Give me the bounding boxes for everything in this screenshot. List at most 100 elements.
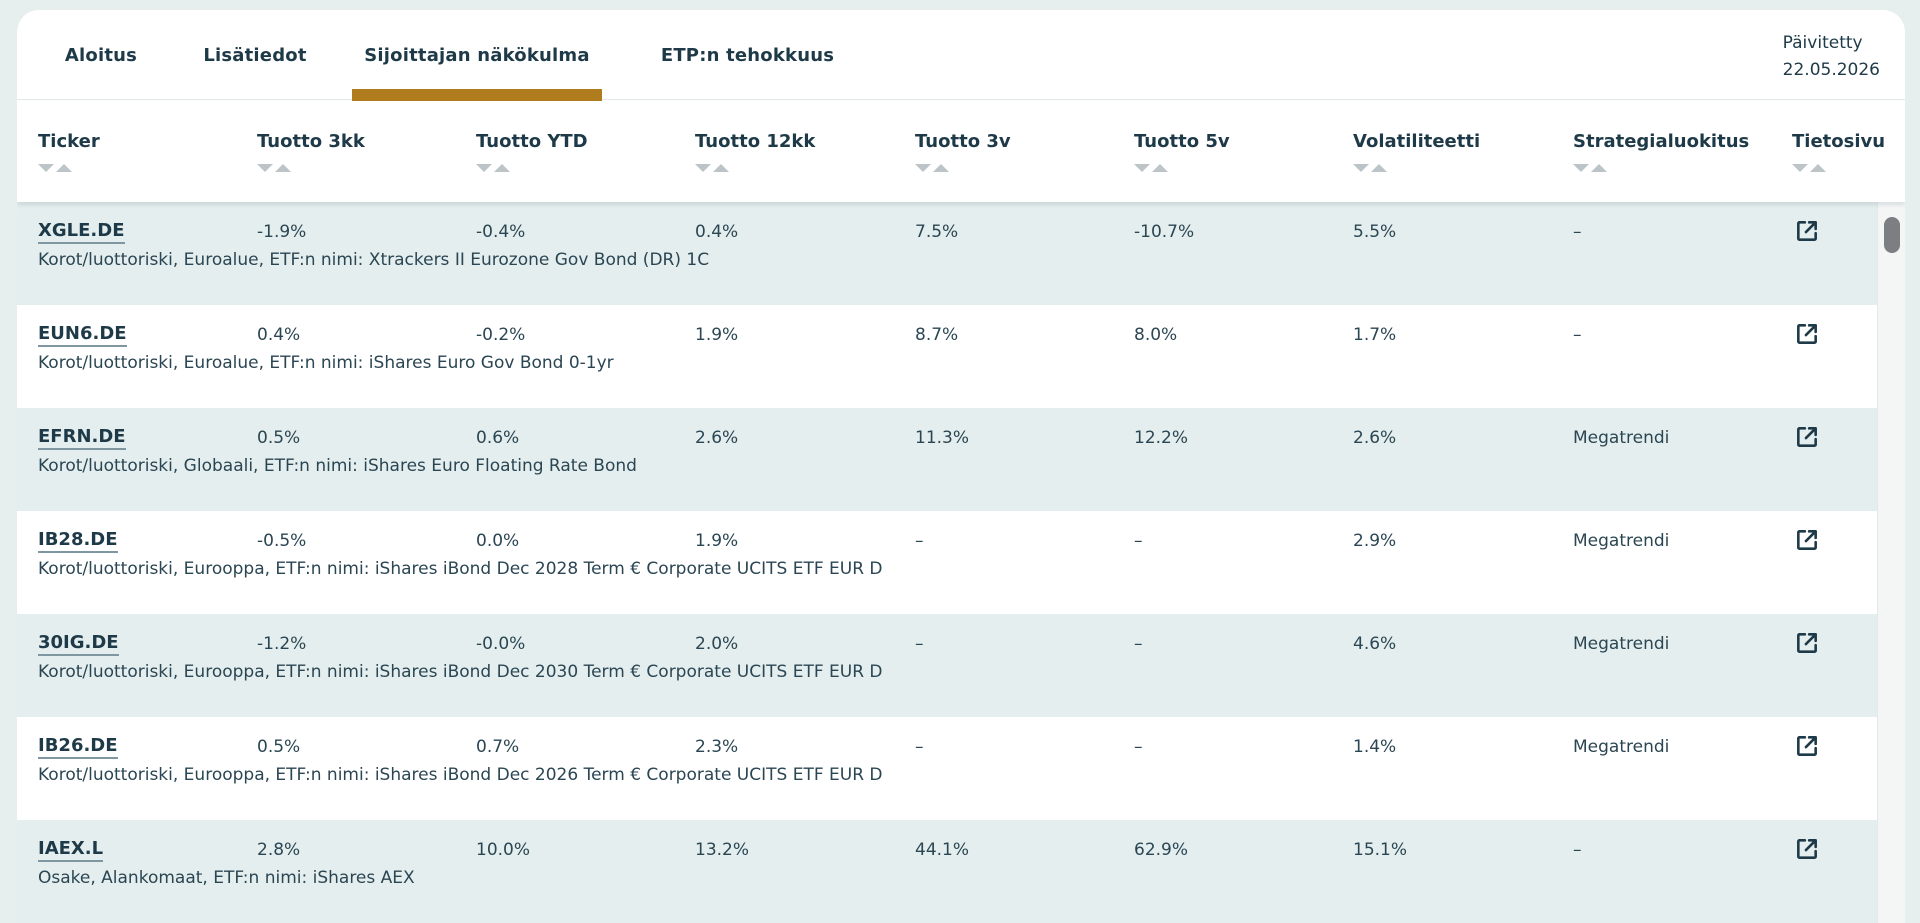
cell-volatiliteetti: 4.6% [1353,634,1397,654]
cell-tuotto-12kk: 13.2% [695,840,750,860]
sort-ascending-icon[interactable] [713,164,729,172]
etf-description: Korot/luottoriski, Euroalue, ETF:n nimi:… [38,353,614,373]
column-header-label: Strategialuokitus [1573,131,1750,152]
sort-descending-icon[interactable] [38,164,54,172]
cell-strategialuokitus: Megatrendi [1573,737,1670,757]
sort-descending-icon[interactable] [257,164,273,172]
cell-tuotto-5v: -10.7% [1134,222,1195,242]
tab-lisatiedot[interactable]: Lisätiedot [195,10,315,100]
active-tab-indicator [352,89,602,101]
sort-descending-icon[interactable] [1353,164,1369,172]
ticker-link[interactable]: IB28.DE [38,530,118,553]
vertical-scrollbar[interactable] [1877,202,1905,923]
ticker-link[interactable]: IB26.DE [38,736,118,759]
cell-volatiliteetti: 1.7% [1353,325,1397,345]
sort-arrows-icon[interactable] [915,164,1011,172]
table-row: XGLE.DE -1.9% -0.4% 0.4% 7.5% -10.7% 5.5% – Koro… [17,202,1877,305]
column-header-tuotto-3v[interactable]: Tuotto 3v [915,131,1011,172]
external-link-icon[interactable] [1794,733,1820,759]
ticker-link[interactable]: EUN6.DE [38,324,127,347]
column-header-label: Tuotto YTD [476,131,588,152]
tab-label: Lisätiedot [203,44,307,66]
column-header-tietosivu[interactable]: Tietosivu [1792,131,1885,172]
sort-descending-icon[interactable] [476,164,492,172]
column-header-ticker[interactable]: Ticker [38,131,100,172]
cell-tuotto-5v: 8.0% [1134,325,1178,345]
sort-ascending-icon[interactable] [494,164,510,172]
sort-arrows-icon[interactable] [1134,164,1230,172]
sort-arrows-icon[interactable] [1353,164,1480,172]
cell-strategialuokitus: Megatrendi [1573,634,1670,654]
column-header-tuotto-ytd[interactable]: Tuotto YTD [476,131,588,172]
column-header-strategialuokitus[interactable]: Strategialuokitus [1573,131,1749,172]
cell-tuotto-12kk: 2.0% [695,634,739,654]
scrollbar-thumb[interactable] [1884,217,1900,253]
table-header: Ticker Tuotto 3kk Tuotto YTD Tuotto 12kk Tuo… [17,101,1905,202]
sort-descending-icon[interactable] [915,164,931,172]
cell-tuotto-12kk: 1.9% [695,531,739,551]
cell-tuotto-12kk: 2.6% [695,428,739,448]
external-link-icon[interactable] [1794,836,1820,862]
cell-tuotto-3kk: 0.5% [257,428,301,448]
external-link-icon[interactable] [1794,527,1820,553]
cell-tuotto-5v: 12.2% [1134,428,1189,448]
updated-info: Päivitetty 22.05.2026 [1783,30,1880,84]
sort-descending-icon[interactable] [695,164,711,172]
sort-ascending-icon[interactable] [56,164,72,172]
cell-strategialuokitus: Megatrendi [1573,531,1670,551]
table-body: XGLE.DE -1.9% -0.4% 0.4% 7.5% -10.7% 5.5% – Koro… [17,202,1877,923]
cell-tuotto-12kk: 0.4% [695,222,739,242]
column-header-tuotto-12kk[interactable]: Tuotto 12kk [695,131,815,172]
sort-ascending-icon[interactable] [275,164,291,172]
cell-tuotto-3v: – [915,531,924,551]
cell-tuotto-3kk: -1.2% [257,634,307,654]
column-header-tuotto-3kk[interactable]: Tuotto 3kk [257,131,365,172]
external-link-icon[interactable] [1794,218,1820,244]
sort-arrows-icon[interactable] [695,164,815,172]
sort-arrows-icon[interactable] [38,164,100,172]
cell-volatiliteetti: 2.9% [1353,531,1397,551]
tab-sijoittajan-nakokulma[interactable]: Sijoittajan näkökulma [352,10,602,101]
ticker-link[interactable]: 30IG.DE [38,633,119,656]
sort-ascending-icon[interactable] [1810,164,1826,172]
external-link-icon[interactable] [1794,424,1820,450]
tab-etp-tehokkuus[interactable]: ETP:n tehokkuus [645,10,850,100]
cell-tuotto-ytd: -0.2% [476,325,526,345]
sort-ascending-icon[interactable] [1371,164,1387,172]
column-header-tuotto-5v[interactable]: Tuotto 5v [1134,131,1230,172]
table-row: IAEX.L 2.8% 10.0% 13.2% 44.1% 62.9% 15.1% – Osak… [17,820,1877,923]
cell-tuotto-ytd: 0.7% [476,737,520,757]
column-header-label: Tuotto 3kk [257,131,365,152]
sort-arrows-icon[interactable] [1792,164,1885,172]
cell-tuotto-5v: – [1134,531,1143,551]
sort-ascending-icon[interactable] [1591,164,1607,172]
cell-tuotto-12kk: 2.3% [695,737,739,757]
sort-ascending-icon[interactable] [1152,164,1168,172]
tab-label: ETP:n tehokkuus [660,44,835,66]
cell-volatiliteetti: 15.1% [1353,840,1408,860]
cell-tuotto-12kk: 1.9% [695,325,739,345]
sort-arrows-icon[interactable] [257,164,365,172]
etf-table-card: Aloitus Lisätiedot Sijoittajan näkökulma… [17,10,1905,923]
column-header-label: Volatiliteetti [1353,131,1481,152]
external-link-icon[interactable] [1794,630,1820,656]
column-header-volatiliteetti[interactable]: Volatiliteetti [1353,131,1480,172]
sort-descending-icon[interactable] [1573,164,1589,172]
cell-tuotto-ytd: -0.0% [476,634,526,654]
sort-arrows-icon[interactable] [1573,164,1749,172]
cell-tuotto-3v: 11.3% [915,428,970,448]
sort-arrows-icon[interactable] [476,164,588,172]
updated-date: 22.05.2026 [1782,60,1880,80]
ticker-link[interactable]: EFRN.DE [38,427,126,450]
sort-descending-icon[interactable] [1792,164,1808,172]
cell-tuotto-3v: – [915,737,924,757]
ticker-link[interactable]: XGLE.DE [38,221,125,244]
table-row: IB28.DE -0.5% 0.0% 1.9% – – 2.9% Megatrendi Koro… [17,511,1877,614]
cell-tuotto-3v: 8.7% [915,325,959,345]
sort-ascending-icon[interactable] [933,164,949,172]
column-header-label: Tuotto 3v [915,131,1011,152]
external-link-icon[interactable] [1794,321,1820,347]
sort-descending-icon[interactable] [1134,164,1150,172]
ticker-link[interactable]: IAEX.L [38,839,104,862]
tab-aloitus[interactable]: Aloitus [46,10,156,100]
